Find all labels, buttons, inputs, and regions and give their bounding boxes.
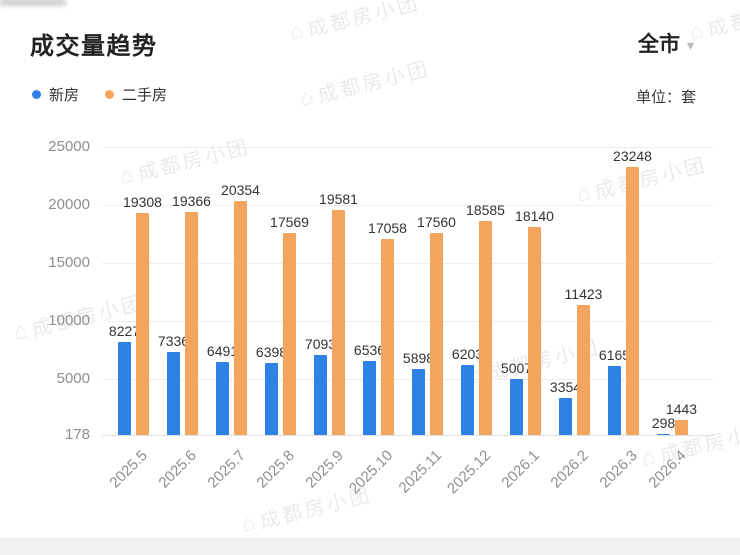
page-title: 成交量趋势 — [30, 33, 158, 60]
bar-value-label: 18585 — [466, 202, 505, 219]
bar-value-label: 5007 — [500, 359, 533, 376]
y-axis-label: 15000 — [48, 254, 90, 271]
bar-value-label: 298 — [651, 414, 676, 431]
region-selector-value: 全市 — [637, 33, 680, 56]
bar-二手房-2025.6[interactable] — [185, 212, 198, 435]
bar-二手房-2025.7[interactable] — [234, 200, 247, 435]
page-background-strip — [0, 538, 740, 555]
bar-新房-2025.8[interactable] — [265, 362, 278, 435]
gridline — [102, 379, 714, 380]
bar-value-label: 19366 — [172, 193, 211, 210]
bar-新房-2026.3[interactable] — [608, 365, 621, 435]
bar-value-label: 17560 — [417, 214, 456, 231]
bar-二手房-2026.4[interactable] — [675, 420, 688, 435]
gridline — [102, 321, 714, 322]
legend-dot-new-house — [32, 90, 41, 99]
bar-value-label: 7093 — [304, 335, 337, 352]
bar-二手房-2025.11[interactable] — [430, 233, 443, 435]
bar-二手房-2026.1[interactable] — [528, 226, 541, 435]
chart-legend: 新房 二手房 — [32, 84, 167, 105]
legend-item-new-house[interactable]: 新房 — [32, 84, 79, 105]
y-axis-label: 25000 — [48, 138, 90, 155]
legend-item-second-hand[interactable]: 二手房 — [105, 84, 167, 105]
bar-value-label: 23248 — [613, 148, 652, 165]
bar-value-label: 20354 — [221, 181, 260, 198]
bar-新房-2025.12[interactable] — [461, 365, 474, 435]
bar-新房-2026.4[interactable] — [657, 433, 670, 435]
screen-edge-artifact — [0, 0, 66, 8]
legend-label-new-house: 新房 — [49, 87, 80, 104]
chevron-down-icon: ▾ — [686, 36, 694, 53]
gridline — [102, 205, 714, 206]
bar-value-label: 6491 — [206, 342, 239, 359]
bar-新房-2025.6[interactable] — [167, 351, 180, 435]
bar-新房-2025.5[interactable] — [118, 341, 131, 435]
bar-value-label: 11423 — [564, 285, 603, 302]
bar-二手房-2025.9[interactable] — [332, 209, 345, 435]
bar-新房-2026.1[interactable] — [510, 378, 523, 435]
bar-value-label: 17058 — [368, 220, 407, 237]
bar-value-label: 8227 — [108, 322, 141, 339]
bar-value-label: 18140 — [515, 207, 554, 224]
bar-value-label: 6536 — [353, 342, 386, 359]
bar-二手房-2025.5[interactable] — [136, 213, 149, 435]
bar-二手房-2025.12[interactable] — [479, 221, 492, 435]
bar-value-label: 6165 — [598, 346, 631, 363]
y-axis-label: 20000 — [48, 196, 90, 213]
bar-二手房-2025.10[interactable] — [381, 239, 394, 435]
region-selector[interactable]: 全市 ▾ — [638, 28, 694, 58]
y-axis-label: 5000 — [56, 370, 90, 387]
legend-dot-second-hand — [105, 90, 115, 99]
bar-value-label: 19581 — [319, 190, 358, 207]
y-axis-label: 178 — [64, 426, 90, 443]
bar-二手房-2026.3[interactable] — [626, 167, 639, 435]
y-axis-label: 10000 — [48, 312, 90, 329]
bar-新房-2026.2[interactable] — [559, 398, 572, 435]
bar-value-label: 5898 — [402, 349, 435, 366]
bar-二手房-2026.2[interactable] — [577, 304, 590, 435]
bar-value-label: 1443 — [665, 401, 698, 418]
bar-value-label: 3354 — [549, 379, 582, 396]
bar-二手房-2025.8[interactable] — [283, 233, 296, 435]
bar-新房-2025.11[interactable] — [412, 368, 425, 435]
bar-value-label: 6203 — [451, 346, 484, 363]
bar-value-label: 6398 — [255, 343, 288, 360]
unit-label: 单位：套 — [635, 89, 696, 106]
bar-新房-2025.7[interactable] — [216, 361, 229, 435]
legend-label-second-hand: 二手房 — [122, 87, 168, 104]
gridline — [102, 263, 714, 264]
bar-新房-2025.10[interactable] — [363, 361, 376, 435]
bar-value-label: 7336 — [157, 332, 190, 349]
gridline — [102, 435, 714, 436]
bar-value-label: 19308 — [123, 194, 162, 211]
bar-value-label: 17569 — [270, 214, 309, 231]
gridline — [102, 147, 714, 148]
bar-新房-2025.9[interactable] — [314, 354, 327, 435]
